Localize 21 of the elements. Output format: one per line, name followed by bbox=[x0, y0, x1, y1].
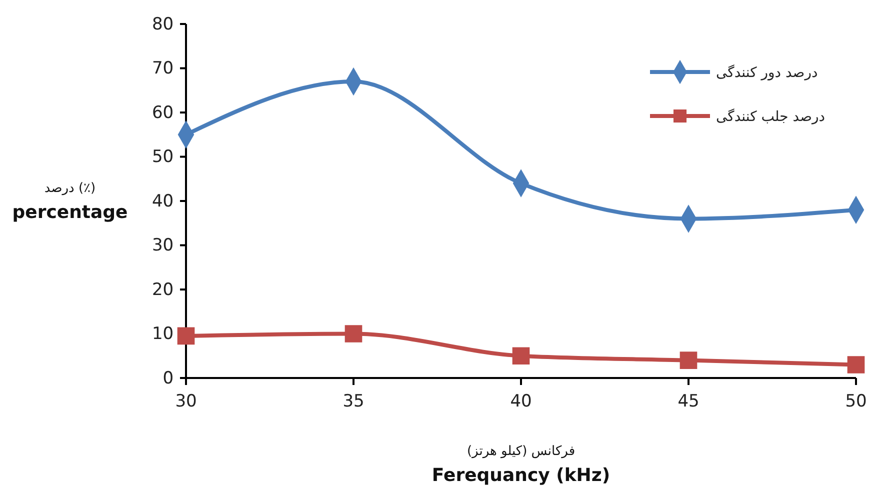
legend-label: درصد دور کنندگی bbox=[716, 64, 818, 81]
y-tick-label: 10 bbox=[152, 324, 174, 344]
y-tick-label: 70 bbox=[152, 58, 174, 79]
x-tick-label: 40 bbox=[510, 392, 532, 412]
y-tick-label: 60 bbox=[152, 102, 174, 123]
x-tick-label: 50 bbox=[845, 392, 867, 412]
point bbox=[344, 325, 362, 342]
y-tick-label: 40 bbox=[152, 191, 174, 212]
x-tick-label: 45 bbox=[678, 392, 700, 412]
x-tick-label: 35 bbox=[342, 392, 364, 412]
y-tick-label: 20 bbox=[152, 280, 174, 300]
point bbox=[847, 356, 865, 374]
y-tick-label: 50 bbox=[152, 147, 174, 168]
point bbox=[177, 327, 195, 345]
point bbox=[512, 347, 530, 365]
x-tick-label: 30 bbox=[175, 392, 197, 412]
legend-label: درصد جلب کنندگی bbox=[716, 108, 825, 125]
y-tick-label: 30 bbox=[152, 236, 174, 256]
point bbox=[680, 352, 698, 369]
y-tick-label: 0 bbox=[162, 368, 174, 388]
y-tick-label: 80 bbox=[152, 14, 174, 34]
